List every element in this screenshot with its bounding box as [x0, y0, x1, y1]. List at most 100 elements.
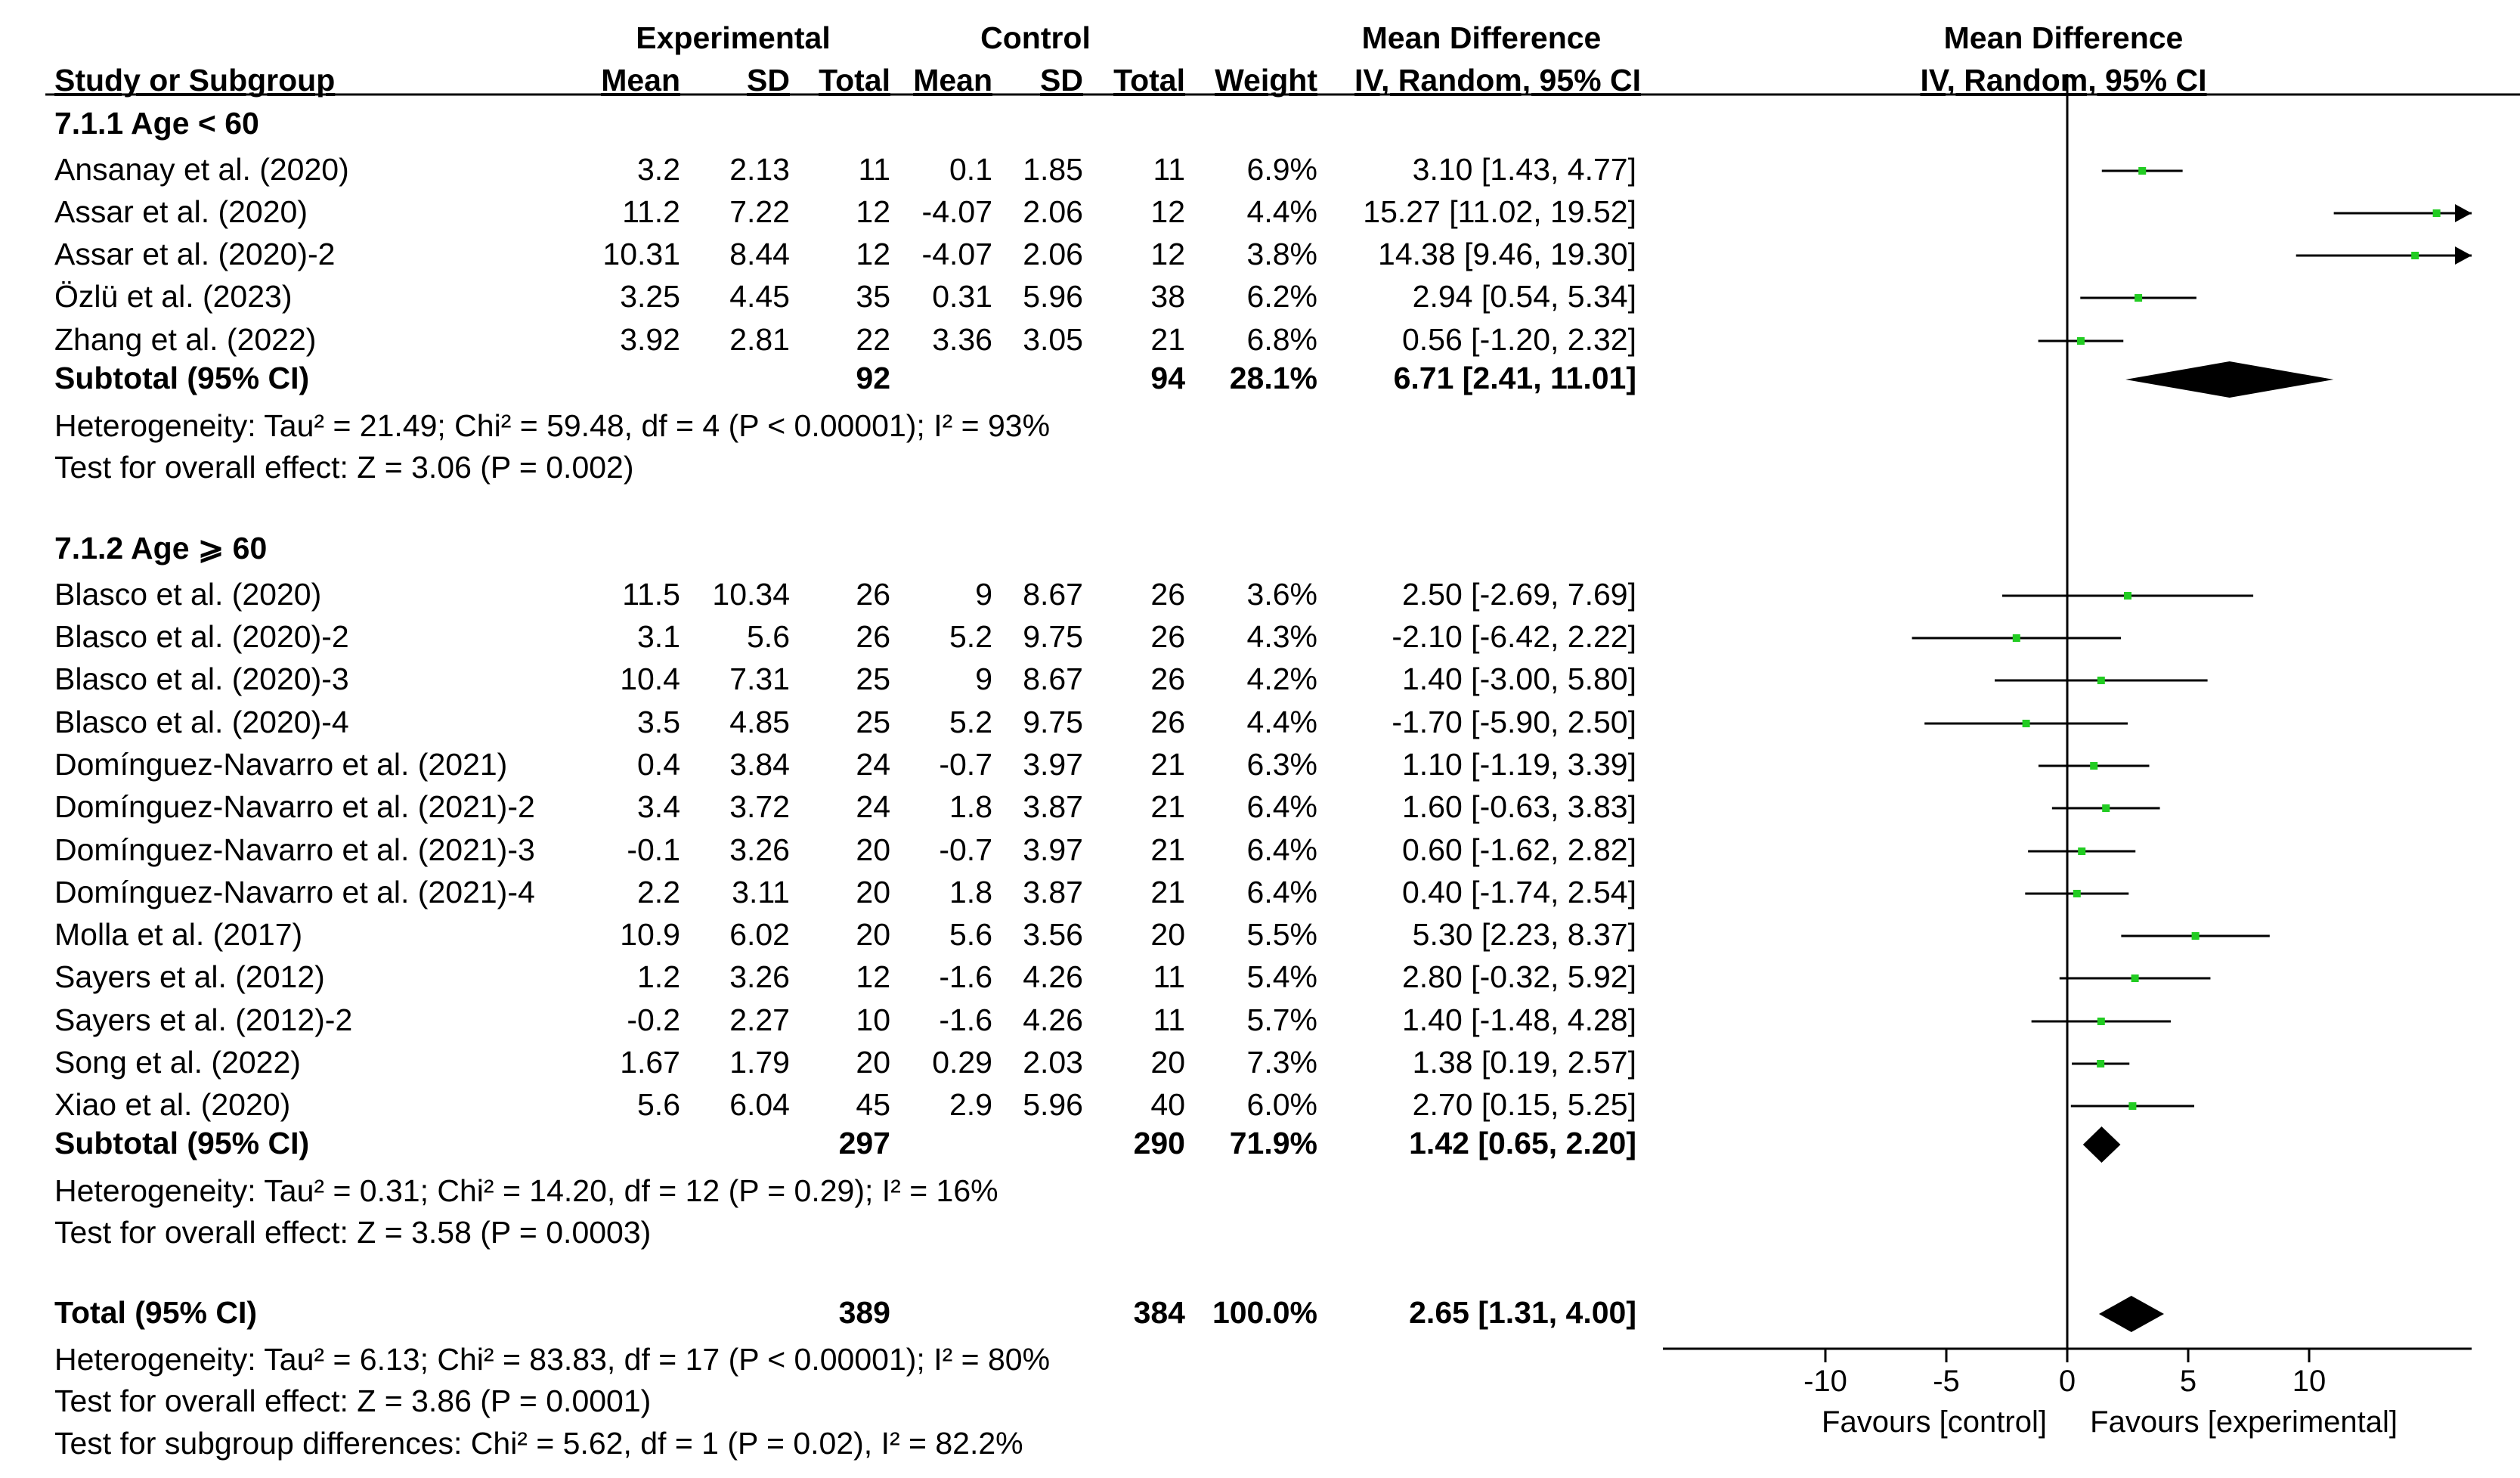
- study-e-total: 10: [856, 1002, 890, 1037]
- favours-experimental-label: Favours [experimental]: [2090, 1405, 2398, 1439]
- study-e-mean: -0.2: [627, 1002, 680, 1037]
- experimental-header: Experimental: [636, 20, 831, 55]
- study-e-sd: 10.34: [712, 577, 790, 612]
- study-c-mean: -1.6: [939, 959, 992, 994]
- study-weight: 7.3%: [1246, 1045, 1317, 1080]
- study-e-total: 12: [856, 959, 890, 994]
- study-e-mean: 3.5: [637, 705, 680, 739]
- study-e-sd: 8.44: [729, 237, 790, 271]
- study-c-mean: 0.29: [932, 1045, 992, 1080]
- favours-control-label: Favours [control]: [1822, 1405, 2047, 1439]
- study-name: Blasco et al. (2020)-4: [54, 705, 349, 739]
- study-e-sd: 7.22: [729, 194, 790, 229]
- study-e-total: 20: [856, 1045, 890, 1080]
- study-c-sd: 8.67: [1023, 577, 1083, 612]
- study-weight: 3.6%: [1246, 577, 1317, 612]
- study-name: Domínguez-Navarro et al. (2021)-4: [54, 875, 535, 909]
- study-c-sd: 3.56: [1023, 917, 1083, 952]
- study-square: [2078, 847, 2086, 855]
- total-heterogeneity-text: Heterogeneity: Tau² = 6.13; Chi² = 83.83…: [54, 1342, 1051, 1377]
- study-e-sd: 2.13: [729, 152, 790, 187]
- study-e-sd: 3.26: [729, 959, 790, 994]
- subtotal-exp-total: 297: [838, 1126, 890, 1160]
- study-ci: 0.56 [-1.20, 2.32]: [1401, 322, 1636, 357]
- x-tick-label: -5: [1933, 1365, 1960, 1398]
- study-name: Domínguez-Navarro et al. (2021)-2: [54, 789, 535, 824]
- study-ci: 1.40 [-3.00, 5.80]: [1401, 662, 1636, 696]
- study-c-total: 21: [1150, 747, 1185, 782]
- study-e-total: 45: [856, 1087, 890, 1122]
- subtotal-ci: 1.42 [0.65, 2.20]: [1409, 1126, 1636, 1160]
- study-c-total: 20: [1150, 1045, 1185, 1080]
- study-e-mean: 3.92: [620, 322, 680, 357]
- study-c-sd: 3.05: [1023, 322, 1083, 357]
- study-e-total: 24: [856, 747, 890, 782]
- study-weight: 4.2%: [1246, 662, 1317, 696]
- study-e-mean: 10.31: [602, 237, 680, 271]
- study-c-mean: -0.7: [939, 832, 992, 867]
- study-name: Sayers et al. (2012)-2: [54, 1002, 353, 1037]
- study-square: [2076, 337, 2085, 345]
- study-name: Blasco et al. (2020)-3: [54, 662, 349, 696]
- study-e-sd: 3.11: [732, 875, 790, 909]
- study-c-mean: -0.7: [939, 747, 992, 782]
- study-ci: 2.70 [0.15, 5.25]: [1412, 1087, 1636, 1122]
- study-square: [2022, 720, 2030, 727]
- study-c-total: 21: [1150, 322, 1185, 357]
- study-c-sd: 4.26: [1023, 959, 1083, 994]
- study-e-mean: 2.2: [637, 875, 680, 909]
- study-ci: 0.60 [-1.62, 2.82]: [1401, 832, 1636, 867]
- study-weight: 6.0%: [1246, 1087, 1317, 1122]
- study-e-mean: -0.1: [627, 832, 680, 867]
- study-weight: 4.4%: [1246, 194, 1317, 229]
- study-e-sd: 4.45: [729, 279, 790, 314]
- study-e-mean: 3.1: [637, 619, 680, 654]
- study-ci: 3.10 [1.43, 4.77]: [1412, 152, 1636, 187]
- subtotal-weight: 71.9%: [1229, 1126, 1317, 1160]
- method-table-header: IV, Random, 95% CI: [1354, 63, 1641, 98]
- study-name: Molla et al. (2017): [54, 917, 303, 952]
- study-e-mean: 10.9: [620, 917, 680, 952]
- study-c-mean: 1.8: [949, 789, 992, 824]
- study-square: [2191, 932, 2200, 940]
- study-ci: 1.60 [-0.63, 3.83]: [1401, 789, 1636, 824]
- study-square: [2135, 294, 2143, 302]
- study-e-total: 25: [856, 662, 890, 696]
- study-e-mean: 1.2: [637, 959, 680, 994]
- study-or-subgroup-header: Study or Subgroup: [54, 63, 336, 98]
- study-e-total: 12: [856, 237, 890, 271]
- study-ci: 2.50 [-2.69, 7.69]: [1401, 577, 1636, 612]
- study-c-sd: 4.26: [1023, 1002, 1083, 1037]
- study-e-total: 12: [856, 194, 890, 229]
- ci-arrow: [2455, 246, 2472, 265]
- study-c-mean: 9: [975, 577, 992, 612]
- study-e-sd: 1.79: [729, 1045, 790, 1080]
- study-e-total: 35: [856, 279, 890, 314]
- study-c-mean: -4.07: [921, 237, 992, 271]
- study-c-total: 26: [1150, 619, 1185, 654]
- exp-sd-header: SD: [747, 63, 790, 98]
- study-ci: 15.27 [11.02, 19.52]: [1363, 194, 1636, 229]
- study-ci: 1.40 [-1.48, 4.28]: [1401, 1002, 1636, 1037]
- method-plot-header: IV, Random, 95% CI: [1920, 63, 2207, 98]
- study-c-total: 20: [1150, 917, 1185, 952]
- overall-effect-text: Test for overall effect: Z = 3.58 (P = 0…: [54, 1215, 652, 1250]
- study-e-mean: 3.2: [637, 152, 680, 187]
- total-label: Total (95% CI): [54, 1295, 258, 1330]
- study-c-total: 26: [1150, 705, 1185, 739]
- study-c-mean: 5.6: [949, 917, 992, 952]
- study-weight: 5.5%: [1246, 917, 1317, 952]
- study-e-mean: 3.4: [637, 789, 680, 824]
- study-square: [2090, 762, 2098, 770]
- study-e-mean: 3.25: [620, 279, 680, 314]
- study-weight: 5.7%: [1246, 1002, 1317, 1037]
- study-name: Domínguez-Navarro et al. (2021): [54, 747, 508, 782]
- study-ci: 1.38 [0.19, 2.57]: [1412, 1045, 1636, 1080]
- study-e-sd: 7.31: [729, 662, 790, 696]
- x-tick-label: 0: [2059, 1365, 2076, 1398]
- study-name: Assar et al. (2020): [54, 194, 308, 229]
- study-weight: 6.4%: [1246, 832, 1317, 867]
- study-weight: 3.8%: [1246, 237, 1317, 271]
- study-square: [2124, 592, 2131, 600]
- study-weight: 6.9%: [1246, 152, 1317, 187]
